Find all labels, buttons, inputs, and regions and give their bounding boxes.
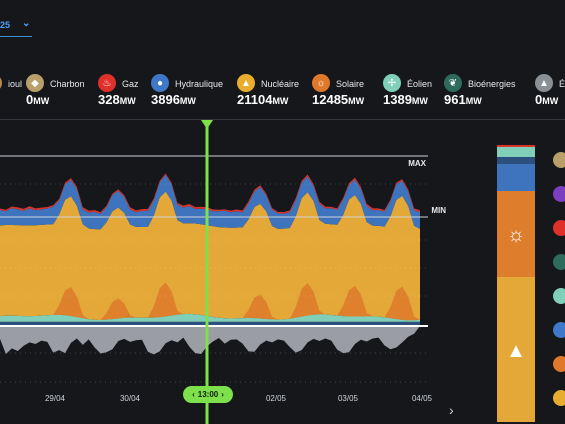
nuclear-tower-icon: ▲ <box>237 74 255 92</box>
legend-value: 0MW <box>26 92 49 107</box>
x-tick-label: 02/05 <box>266 394 287 403</box>
share-segment-hydraulique[interactable] <box>497 163 535 191</box>
wind-turbine-icon: ✢ <box>383 74 401 92</box>
chevron-right-icon: › <box>221 390 224 399</box>
area-eolien <box>0 313 420 322</box>
flame-icon: ♨ <box>98 74 116 92</box>
legend-value-unit: MW <box>179 96 196 106</box>
oil-bars-icon[interactable] <box>553 186 565 202</box>
area-nucleaire <box>0 191 420 321</box>
legend-label: É <box>559 79 565 89</box>
legend-value: 21104MW <box>237 92 288 107</box>
x-tick-label: 04/05 <box>412 394 433 403</box>
x-tick-label: 30/04 <box>120 394 141 403</box>
legend-label: Bioénergies <box>468 79 516 89</box>
production-legend: ●ioul◆Charbon0MW♨Gaz328MW●Hydraulique389… <box>0 72 565 112</box>
legend-label: ioul <box>8 79 23 89</box>
area-gaz <box>0 173 420 214</box>
share-segment-nucleaire[interactable] <box>497 277 535 422</box>
time-cursor-pill[interactable]: ‹ 13:00 › <box>183 386 233 403</box>
area-echanges <box>0 326 420 355</box>
legend-value-number: 1389 <box>383 92 412 107</box>
nuclear-tower-icon[interactable] <box>553 390 565 406</box>
coal-icon[interactable] <box>553 152 565 168</box>
x-tick-label: 29/04 <box>45 394 66 403</box>
leaf-icon: ❦ <box>444 74 462 92</box>
legend-value-unit: MW <box>348 96 365 106</box>
production-share-bar[interactable]: ☼ ▲ <box>497 145 535 422</box>
oil-drop-icon: ● <box>0 74 2 92</box>
legend-label: Nucléaire <box>261 79 300 89</box>
legend-label: Solaire <box>336 79 365 89</box>
production-chart[interactable]: MAX MIN 29/04 30/04 02/05 03/05 04/05 <box>0 120 465 424</box>
legend-value-number: 0 <box>535 92 543 107</box>
legend-value-number: 328 <box>98 92 120 107</box>
legend-divider <box>0 119 565 120</box>
coal-icon: ◆ <box>26 74 44 92</box>
flame-icon[interactable] <box>553 220 565 236</box>
legend-value: 12485MW <box>312 92 364 107</box>
sun-icon: ☼ <box>506 223 526 246</box>
chevron-left-icon: ‹ <box>192 390 195 399</box>
legend-label: Hydraulique <box>175 79 224 89</box>
sun-icon[interactable] <box>553 356 565 372</box>
legend-value-unit: MW <box>33 96 50 106</box>
area-bioenergies <box>0 321 420 326</box>
legend-value-number: 3896 <box>151 92 180 107</box>
wind-turbine-icon[interactable] <box>553 288 565 304</box>
legend-value-number: 0 <box>26 92 34 107</box>
legend-label: Éolien <box>407 79 433 89</box>
legend-value: 1389MW <box>383 92 428 107</box>
leaf-icon[interactable] <box>553 254 565 270</box>
chevron-down-icon: ⌄ <box>22 18 31 29</box>
legend-value: 961MW <box>444 92 482 107</box>
share-segment-solaire[interactable] <box>497 190 535 278</box>
next-period-arrow-icon[interactable]: › <box>449 402 454 418</box>
legend-value-unit: MW <box>272 96 289 106</box>
legend-value-unit: MW <box>465 96 482 106</box>
legend-value: 328MW <box>98 92 136 107</box>
share-segment-gaz[interactable] <box>497 145 535 148</box>
legend-value-unit: MW <box>411 96 428 106</box>
time-cursor-label: 13:00 <box>197 390 219 399</box>
share-segment-eolien[interactable] <box>497 147 535 157</box>
legend-value-unit: MW <box>119 96 136 106</box>
nuclear-tower-icon: ▲ <box>506 339 526 362</box>
legend-label: Gaz <box>122 79 139 89</box>
legend-value-unit: MW <box>542 96 559 106</box>
legend-value-number: 12485 <box>312 92 349 107</box>
legend-value: 3896MW <box>151 92 196 107</box>
share-segment-bioenergies[interactable] <box>497 156 535 164</box>
area-solaire <box>0 282 420 321</box>
date-selector-label: 25 <box>0 20 11 30</box>
area-hydraulique <box>0 174 420 230</box>
exchange-arrow-icon: ▲ <box>535 74 553 92</box>
x-tick-label: 03/05 <box>338 394 359 403</box>
legend-label: Charbon <box>50 79 85 89</box>
time-cursor-handle-icon <box>201 120 213 129</box>
legend-value-number: 961 <box>444 92 466 107</box>
sun-icon: ☼ <box>312 74 330 92</box>
legend-value-number: 21104 <box>237 92 273 107</box>
date-selector[interactable]: 25 ⌄ <box>0 18 32 37</box>
min-label: MIN <box>431 206 446 215</box>
max-label: MAX <box>408 159 426 168</box>
water-drop-icon: ● <box>151 74 169 92</box>
water-drop-icon[interactable] <box>553 322 565 338</box>
legend-value: 0MW <box>535 92 558 107</box>
